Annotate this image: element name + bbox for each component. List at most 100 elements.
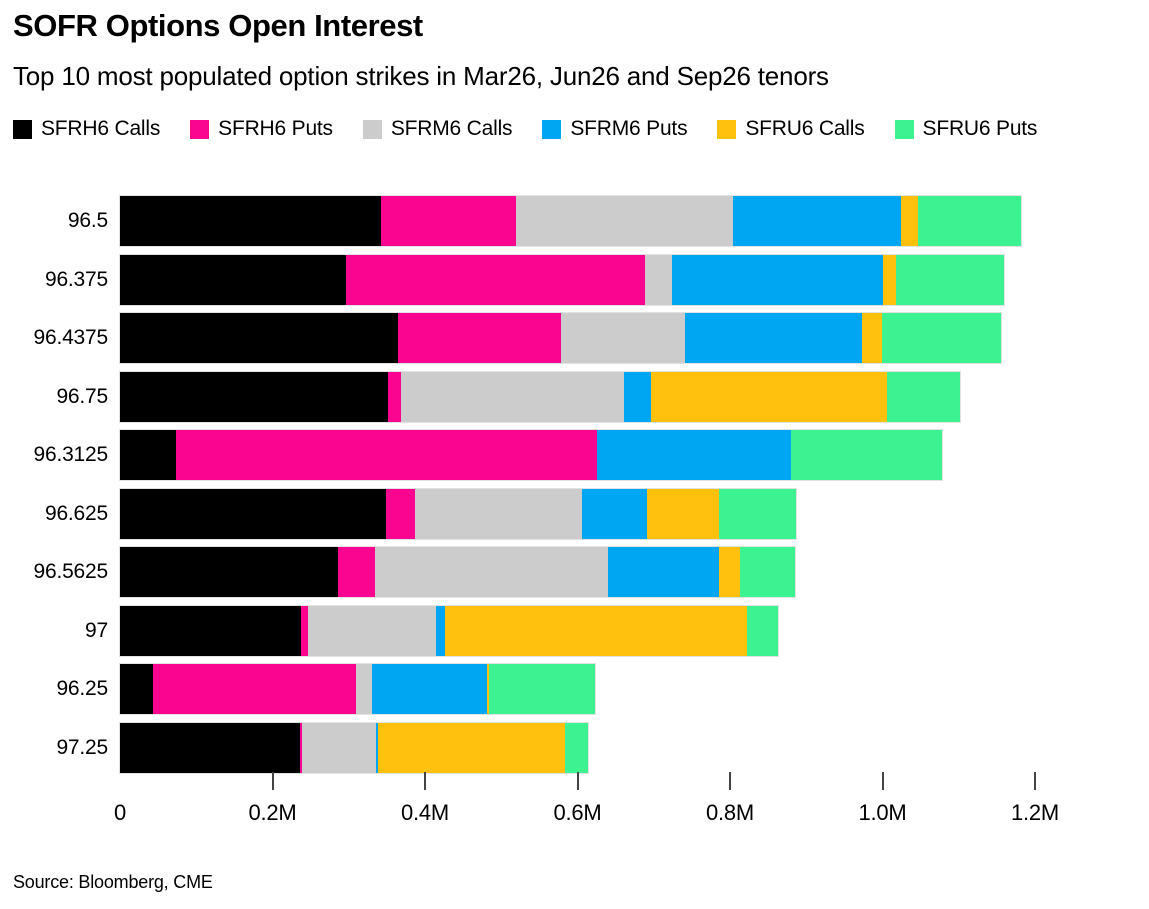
bar-segment [397, 313, 561, 363]
bar-segment [120, 313, 398, 363]
x-axis-tick-label: 1.0M [858, 800, 907, 825]
bar-row: 96.5625 [0, 546, 1149, 598]
x-axis-tick-label: 1.2M [1010, 800, 1060, 825]
bar-segment [401, 371, 624, 422]
bar-segment [746, 605, 778, 656]
legend-swatch-icon [894, 119, 914, 139]
chart-subtitle: Top 10 most populated option strikes in … [13, 61, 829, 91]
bar-segment [896, 254, 1004, 305]
x-axis-tick [729, 772, 731, 790]
stacked-bar [118, 312, 1003, 364]
bar-row: 96.3125 [0, 429, 1149, 481]
x-axis-tick [576, 772, 579, 790]
legend-label: SFRU6 Calls [745, 117, 865, 140]
stacked-bar-chart: 96.5 96.375 96.4375 96.75 96.3125 96.625 96.56… [0, 195, 1149, 846]
bar-segment [345, 254, 646, 305]
bar-segment [120, 196, 381, 246]
bar-segment [739, 547, 795, 597]
bar-segment [861, 313, 882, 363]
bar-segment [718, 488, 796, 539]
bar-segment [607, 547, 720, 597]
strike-label: 96.4375 [33, 326, 108, 349]
bar-row: 96.75 [0, 370, 1149, 423]
legend-label: SFRM6 Puts [570, 117, 688, 140]
bar-segment [299, 722, 303, 773]
bar-row: 96.5 [0, 195, 1149, 247]
bar-segment [881, 313, 1002, 363]
bar-segment [176, 430, 598, 480]
bar-row: 96.625 [0, 487, 1149, 540]
x-axis-tick-label: 0.6M [553, 800, 602, 825]
x-axis-tick [424, 772, 426, 790]
legend-label: SFRU6 Puts [922, 117, 1038, 140]
stacked-bar [118, 195, 1023, 247]
stacked-bar [118, 370, 962, 423]
bar-segment [386, 488, 416, 539]
bar-segment [719, 547, 740, 597]
bar-segment [374, 547, 608, 597]
bar-segment [120, 664, 153, 714]
bar-segment [645, 254, 673, 305]
bar-segment [308, 605, 436, 656]
bar-segment [120, 488, 387, 539]
bar-segment [597, 430, 791, 480]
legend-label: SFRH6 Calls [41, 117, 161, 140]
bar-row: 96.375 [0, 253, 1149, 306]
bar-segment [356, 664, 373, 714]
strike-label: 97 [85, 618, 108, 642]
legend-item-sfrh6-puts: SFRH6 Puts [190, 117, 333, 141]
bar-segment [672, 254, 884, 305]
strike-label: 96.5625 [33, 560, 108, 583]
x-axis-tick-label: 0.4M [400, 800, 450, 825]
bar-segment [120, 430, 177, 480]
stacked-bar [119, 253, 1005, 306]
plot-area: 96.5 96.375 96.4375 96.75 96.3125 96.625 96.56… [0, 195, 1149, 774]
strike-label: 96.625 [44, 501, 108, 525]
bar-segment [646, 488, 719, 539]
bar-segment [444, 605, 747, 656]
bar-segment [685, 313, 862, 363]
bar-segment [733, 196, 901, 246]
legend-swatch-icon [717, 119, 737, 139]
legend-item-sfrm6-puts: SFRM6 Puts [542, 117, 688, 141]
bar-segment [120, 254, 346, 305]
bar-segment [380, 196, 516, 246]
bar-segment [560, 313, 686, 363]
bar-segment [376, 722, 379, 773]
stacked-bar [118, 663, 597, 715]
strike-label: 96.75 [56, 384, 108, 408]
strike-label: 96.25 [56, 677, 108, 700]
legend-swatch-icon [362, 119, 382, 139]
stacked-bar [119, 604, 779, 657]
bar-segment [378, 722, 566, 773]
bar-segment [120, 605, 301, 656]
legend-label: SFRM6 Calls [390, 117, 513, 140]
bar-segment [565, 722, 589, 773]
x-axis-tick-label: 0 [113, 800, 127, 825]
bar-segment [120, 371, 388, 422]
stacked-bar [119, 429, 943, 481]
bar-row: 97 [0, 604, 1149, 657]
bar-segment [623, 371, 652, 422]
bar-segment [152, 664, 357, 714]
x-axis-tick [271, 772, 274, 790]
bar-segment [489, 664, 596, 714]
strike-label: 97.25 [56, 735, 108, 759]
bar-segment [302, 722, 377, 773]
bar-segment [515, 196, 734, 246]
legend-item-sfru6-calls: SFRU6 Calls [717, 117, 865, 141]
bar-segment [387, 371, 402, 422]
bar-segment [883, 254, 897, 305]
bar-row: 96.25 [0, 663, 1149, 715]
strike-label: 96.375 [44, 267, 108, 291]
bar-segment [886, 371, 961, 422]
legend-item-sfru6-puts: SFRU6 Puts [894, 117, 1038, 141]
bar-segment [918, 196, 1022, 246]
bar-segment [486, 664, 490, 714]
bar-row: 97.25 [0, 721, 1149, 774]
strike-label: 96.3125 [33, 443, 108, 466]
bar-segment [120, 722, 300, 773]
legend-swatch-icon [190, 119, 210, 139]
x-axis-tick-label: 0.8M [705, 800, 755, 825]
